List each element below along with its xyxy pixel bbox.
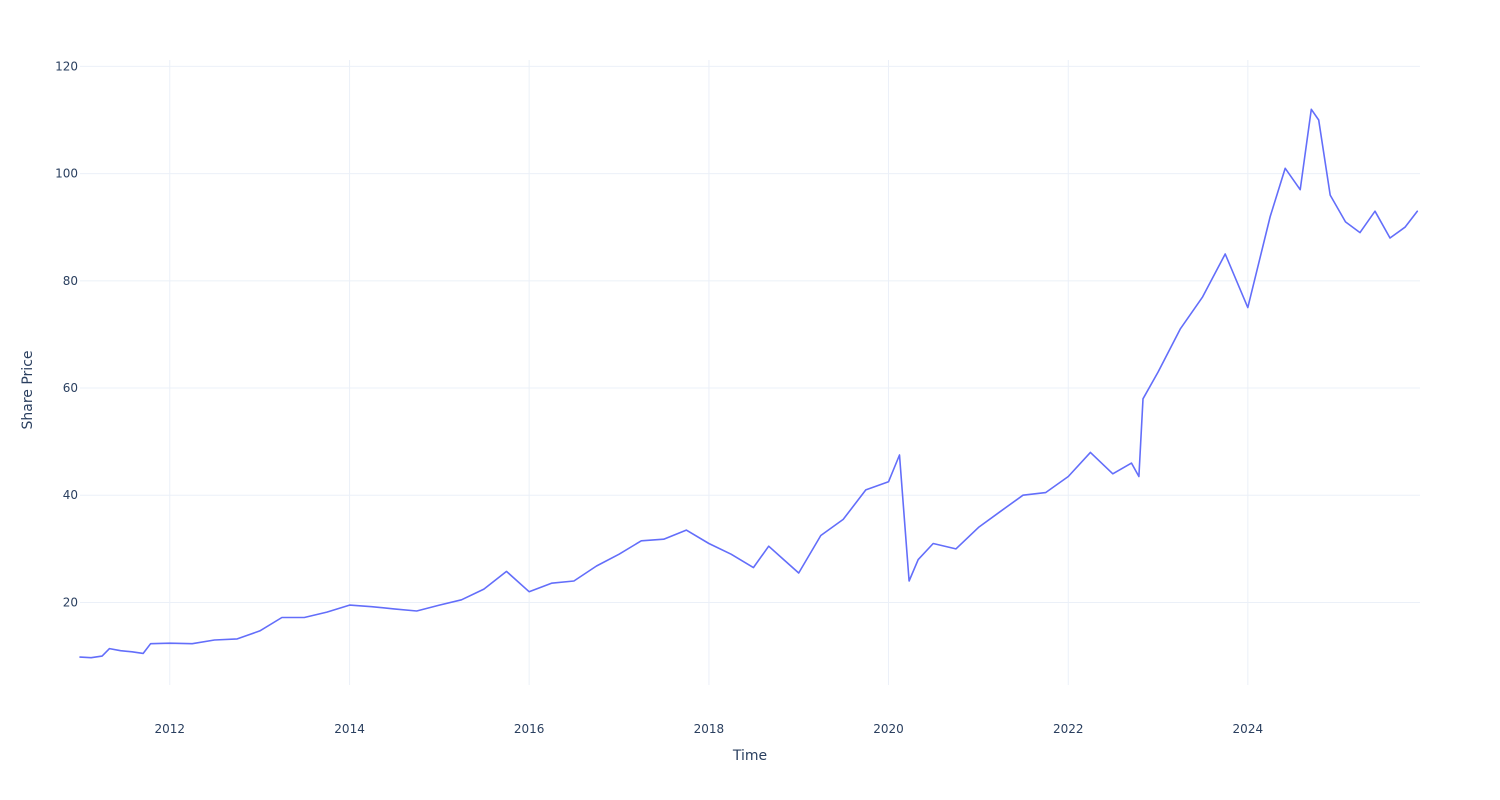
x-tick-label: 2018 bbox=[694, 722, 725, 736]
x-tick-label: 2020 bbox=[873, 722, 904, 736]
x-tick-label: 2012 bbox=[155, 722, 186, 736]
y-axis-title: Share Price bbox=[20, 350, 36, 429]
y-tick-label: 20 bbox=[63, 595, 78, 609]
y-tick-label: 60 bbox=[63, 381, 78, 395]
y-tick-label: 80 bbox=[63, 274, 78, 288]
x-tick-label: 2022 bbox=[1053, 722, 1084, 736]
x-grid bbox=[169, 60, 1249, 685]
y-tick-labels: 20 40 60 80 100 120 bbox=[55, 59, 78, 609]
x-axis-title: Time bbox=[732, 748, 767, 764]
x-tick-label: 2016 bbox=[514, 722, 545, 736]
y-tick-label: 40 bbox=[63, 488, 78, 502]
x-tick-label: 2014 bbox=[334, 722, 365, 736]
share-price-line bbox=[79, 108, 1419, 659]
x-tick-labels: 2012 2014 2016 2018 2020 2022 2024 bbox=[155, 722, 1264, 736]
y-tick-label: 120 bbox=[55, 59, 78, 73]
y-grid bbox=[80, 65, 1420, 603]
x-tick-label: 2024 bbox=[1233, 722, 1264, 736]
y-tick-label: 100 bbox=[55, 167, 78, 181]
series-layer bbox=[79, 108, 1419, 659]
